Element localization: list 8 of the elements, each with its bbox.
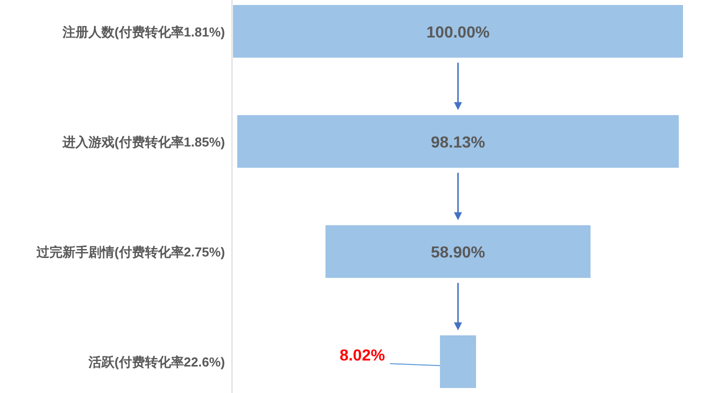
- category-label: 活跃(付费转化率22.6%): [87, 354, 225, 370]
- data-label: 58.90%: [430, 244, 486, 262]
- data-label: 98.13%: [430, 134, 486, 152]
- data-label: 100.00%: [426, 24, 490, 42]
- category-label: 过完新手剧情(付费转化率2.75%): [35, 244, 225, 260]
- category-label: 注册人数(付费转化率1.81%): [61, 24, 225, 40]
- category-label: 进入游戏(付费转化率1.85%): [61, 134, 225, 150]
- data-label: 8.02%: [340, 348, 385, 365]
